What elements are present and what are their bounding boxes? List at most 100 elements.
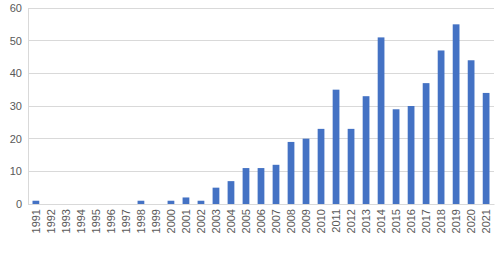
x-tick: 2005 [240, 204, 252, 233]
x-tick-label: 2020 [465, 209, 477, 233]
x-tick-label: 1998 [135, 209, 147, 233]
x-tick: 2016 [405, 204, 417, 233]
x-tick: 2021 [480, 204, 492, 233]
y-axis: 0 10 20 30 40 50 60 [10, 2, 29, 210]
bar [288, 142, 295, 204]
bar [213, 188, 220, 204]
bar [378, 37, 385, 204]
bar [78, 204, 85, 205]
y-tick: 20 [10, 133, 28, 145]
x-tick: 1993 [60, 204, 72, 233]
y-tick-label: 60 [10, 2, 22, 14]
x-tick: 2008 [285, 204, 297, 233]
x-tick-label: 1996 [105, 209, 117, 233]
bar [108, 204, 115, 205]
bar [48, 204, 55, 205]
x-tick: 2012 [345, 204, 357, 233]
x-tick: 1991 [30, 204, 42, 233]
y-tick-label: 0 [16, 198, 22, 210]
bar [393, 109, 400, 204]
x-tick-label: 2016 [405, 209, 417, 233]
y-tick: 0 [16, 198, 28, 210]
x-tick-label: 2021 [480, 209, 492, 233]
bar [153, 204, 160, 205]
x-tick-label: 2015 [390, 209, 402, 233]
bar [453, 24, 460, 204]
x-tick: 2001 [180, 204, 192, 233]
x-tick-label: 2005 [240, 209, 252, 233]
grid-line [28, 8, 494, 9]
bar [258, 168, 265, 204]
bar [423, 83, 430, 204]
x-tick-label: 2006 [255, 209, 267, 233]
x-tick: 2004 [225, 204, 237, 233]
bar [303, 139, 310, 204]
x-tick: 2009 [300, 204, 312, 233]
x-tick: 2000 [165, 204, 177, 233]
x-tick-label: 1992 [45, 209, 57, 233]
x-tick-label: 2000 [165, 209, 177, 233]
bar [243, 168, 250, 204]
x-tick: 1999 [150, 204, 162, 233]
bar [363, 96, 370, 204]
x-tick-label: 2008 [285, 209, 297, 233]
x-tick-label: 1995 [90, 209, 102, 233]
y-tick: 60 [10, 2, 28, 14]
x-tick: 1997 [120, 204, 132, 233]
bars [33, 24, 490, 204]
x-tick-label: 2011 [330, 209, 342, 233]
y-tick: 40 [10, 67, 28, 79]
x-tick: 2019 [450, 204, 462, 233]
x-tick-label: 2019 [450, 209, 462, 233]
y-tick: 10 [10, 165, 28, 177]
x-tick: 1994 [75, 204, 87, 233]
x-tick: 2014 [375, 204, 387, 233]
x-tick-label: 1991 [30, 209, 42, 233]
y-axis-line [28, 9, 29, 205]
x-tick-label: 2004 [225, 209, 237, 233]
x-tick-label: 2012 [345, 209, 357, 233]
bar [183, 197, 190, 204]
chart: 0102030405060199119921993199419951996199… [0, 0, 500, 258]
x-tick-label: 2009 [300, 209, 312, 233]
bar [93, 204, 100, 205]
bar [33, 201, 40, 204]
x-tick-label: 1994 [75, 209, 87, 233]
x-tick-label: 2001 [180, 209, 192, 233]
bar [138, 201, 145, 204]
x-axis-line [29, 204, 495, 205]
grid-line [28, 73, 494, 74]
bar [408, 106, 415, 204]
y-tick-label: 10 [10, 165, 22, 177]
plot: 0102030405060199119921993199419951996199… [10, 2, 495, 233]
y-tick-label: 20 [10, 133, 22, 145]
x-tick-label: 2002 [195, 209, 207, 233]
x-tick: 2020 [465, 204, 477, 233]
bar [123, 204, 130, 205]
x-tick-label: 2013 [360, 209, 372, 233]
bar [468, 60, 475, 204]
x-tick: 2007 [270, 204, 282, 233]
bar [63, 204, 70, 205]
y-tick-label: 40 [10, 67, 22, 79]
bar [228, 181, 235, 204]
bar [333, 90, 340, 204]
x-tick-label: 2017 [420, 209, 432, 233]
x-tick-label: 2010 [315, 209, 327, 233]
bar [273, 165, 280, 204]
bar [168, 201, 175, 204]
x-tick-label: 1997 [120, 209, 132, 233]
y-tick: 30 [10, 100, 28, 112]
x-tick: 2006 [255, 204, 267, 233]
y-tick: 50 [10, 35, 28, 47]
x-tick: 1996 [105, 204, 117, 233]
x-tick-label: 2007 [270, 209, 282, 233]
bar [348, 129, 355, 204]
bar [318, 129, 325, 204]
y-tick-label: 30 [10, 100, 22, 112]
x-tick: 2017 [420, 204, 432, 233]
x-tick: 1998 [135, 204, 147, 233]
x-axis: 1991199219931994199519961997199819992000… [29, 204, 495, 233]
x-tick: 2002 [195, 204, 207, 233]
x-tick: 2003 [210, 204, 222, 233]
